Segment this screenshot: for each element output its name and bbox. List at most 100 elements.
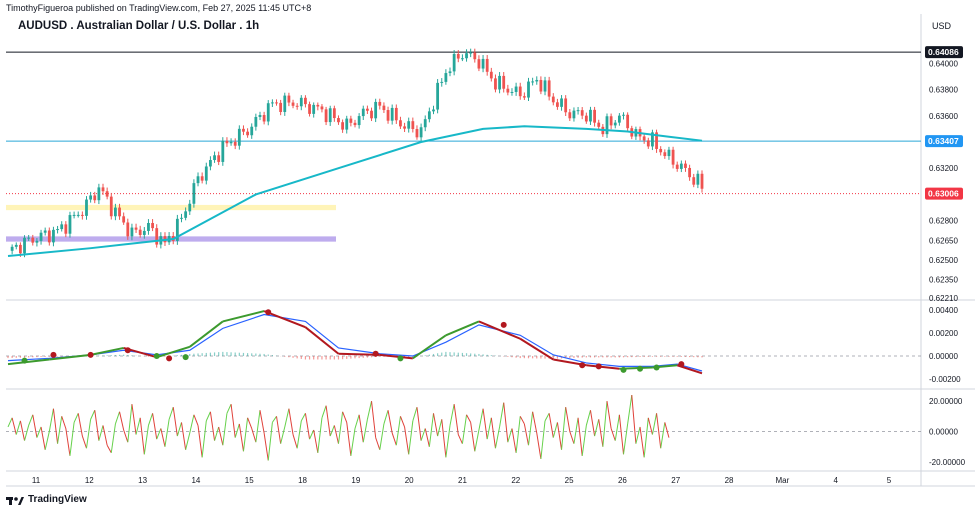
- candle-body: [522, 96, 526, 98]
- candle-body: [142, 230, 146, 235]
- candle-body: [126, 222, 130, 237]
- candle-body: [556, 102, 559, 107]
- candle-body: [246, 131, 249, 136]
- osc2-segment: [176, 422, 182, 437]
- osc1-tick-label: 0.00200: [929, 329, 958, 338]
- osc2-segment: [416, 407, 422, 441]
- osc2-segment: [85, 419, 92, 449]
- candle-body: [39, 232, 43, 241]
- osc2-segment: [350, 428, 356, 456]
- candle-body: [291, 102, 295, 106]
- osc2-segment: [201, 420, 207, 458]
- candle-body: [283, 95, 287, 112]
- brand-footer[interactable]: TradingView: [6, 494, 87, 505]
- osc2-segment: [594, 419, 600, 437]
- signal-dot: [678, 361, 685, 368]
- osc2-segment: [300, 413, 306, 422]
- osc2-segment: [11, 417, 17, 435]
- signal-dot: [87, 351, 94, 358]
- candle-body: [684, 163, 687, 168]
- signal-dot: [21, 357, 28, 364]
- osc2-segment: [226, 403, 232, 414]
- osc2-segment: [664, 422, 670, 438]
- candle-body: [477, 59, 481, 69]
- price-tick-label: 0.63800: [929, 86, 958, 95]
- osc2-segment: [515, 416, 521, 453]
- osc2-segment: [143, 425, 149, 455]
- osc2-segment: [127, 404, 133, 443]
- price-tag-bg: [925, 187, 963, 200]
- osc2-segment: [482, 408, 488, 440]
- osc2-segment: [131, 404, 137, 435]
- candle-body: [411, 121, 415, 130]
- osc2-segment: [147, 413, 154, 426]
- candle-body: [89, 195, 93, 200]
- candle-body: [72, 214, 76, 216]
- osc2-segment: [548, 413, 554, 438]
- candle-body: [270, 102, 274, 104]
- osc2-segment: [486, 417, 492, 440]
- osc2-segment: [168, 407, 174, 420]
- osc2-segment: [57, 416, 63, 444]
- candle-body: [696, 173, 700, 185]
- candle-body: [427, 111, 431, 120]
- osc2-tick-label: -20.00000: [929, 458, 966, 467]
- candle-body: [543, 80, 547, 92]
- candle-body: [18, 244, 22, 254]
- candle-body: [196, 176, 200, 184]
- osc2-segment: [329, 425, 335, 437]
- osc2-segment: [457, 434, 463, 444]
- signal-dot: [637, 365, 644, 372]
- candle-body: [506, 88, 510, 93]
- candle-body: [324, 109, 328, 123]
- candle-body: [262, 115, 266, 122]
- osc2-segment: [387, 410, 393, 434]
- osc2-segment: [102, 425, 108, 446]
- osc2-segment: [346, 422, 352, 456]
- x-tick-label: 22: [511, 476, 520, 485]
- osc2-segment: [511, 428, 517, 453]
- candle-body: [349, 118, 353, 123]
- price-tag: 0.63006: [925, 187, 963, 200]
- price-tick-label: 0.62500: [929, 256, 958, 265]
- osc2-segment: [77, 413, 83, 437]
- osc2-segment: [65, 428, 71, 456]
- osc2-segment: [420, 428, 426, 441]
- osc2-segment: [185, 432, 191, 450]
- osc2-segment: [24, 425, 30, 441]
- candle-body: [382, 105, 386, 111]
- osc2-segment: [317, 417, 323, 453]
- fast-line-segment: [445, 320, 480, 337]
- price-tag-label: 0.63006: [928, 189, 959, 199]
- osc2-segment: [152, 413, 158, 440]
- osc2-segment: [602, 401, 608, 447]
- osc2-segment: [230, 404, 236, 438]
- osc2-segment: [577, 417, 583, 456]
- osc2-tick-label: 0.00000: [929, 428, 958, 437]
- osc2-segment: [598, 419, 604, 447]
- osc2-segment: [90, 410, 96, 420]
- osc2-segment: [313, 429, 319, 453]
- fast-line-segment: [90, 346, 124, 356]
- candle-body: [593, 109, 596, 123]
- fast-line-segment: [304, 326, 340, 355]
- candle-body: [399, 120, 402, 127]
- price-tick-label: 0.63200: [929, 164, 958, 173]
- osc2-segment: [197, 425, 203, 458]
- osc2-segment: [428, 413, 434, 447]
- osc2-segment: [15, 420, 21, 435]
- candle-body: [539, 79, 543, 92]
- candle-body: [60, 224, 64, 230]
- candle-body: [547, 80, 551, 97]
- moving-average-line: [7, 125, 703, 258]
- zone-yellow: [6, 204, 336, 211]
- published-line: TimothyFigueroa published on TradingView…: [6, 3, 312, 13]
- candle-body: [485, 58, 489, 72]
- osc1-tick-label: 0.00400: [929, 306, 958, 315]
- candle-body: [510, 91, 514, 93]
- candle-body: [279, 102, 283, 112]
- x-tick-label: 26: [618, 476, 627, 485]
- x-tick-label: 21: [458, 476, 467, 485]
- candle-body: [679, 163, 683, 169]
